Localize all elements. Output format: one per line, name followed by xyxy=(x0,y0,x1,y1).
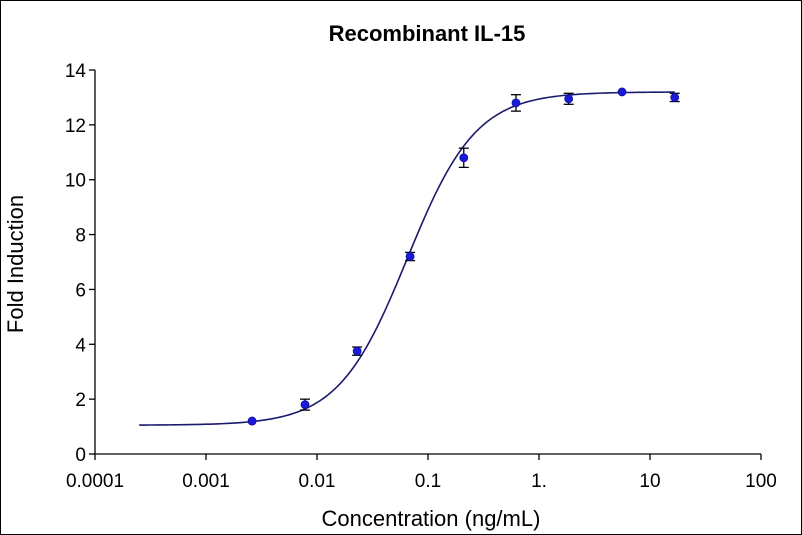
y-tick-label: 12 xyxy=(65,116,86,137)
y-axis-label: Fold Induction xyxy=(3,195,28,333)
chart-title: Recombinant IL-15 xyxy=(329,21,526,46)
y-tick-label: 4 xyxy=(75,335,86,356)
x-tick-label: 0.001 xyxy=(182,471,230,492)
y-tick-label: 6 xyxy=(75,280,86,301)
x-tick-label: 100 xyxy=(745,471,777,492)
x-tick-label: 0.01 xyxy=(299,471,336,492)
y-tick-label: 10 xyxy=(65,171,86,192)
x-axis-label: Concentration (ng/mL) xyxy=(322,506,541,531)
x-tick-label: 1. xyxy=(531,471,547,492)
data-point xyxy=(300,400,310,410)
y-tick-label: 2 xyxy=(75,390,86,411)
data-point xyxy=(617,87,627,97)
y-tick-label: 14 xyxy=(65,61,87,82)
x-tick-label: 0.1 xyxy=(415,471,441,492)
data-point xyxy=(564,94,574,104)
data-point xyxy=(247,416,257,426)
data-point xyxy=(511,98,521,108)
data-point xyxy=(405,252,415,261)
data-point xyxy=(459,153,469,163)
y-tick-label: 8 xyxy=(75,226,86,247)
plot-area: 0 2 4 6 8 10 12 14 0.0001 0.001 0.01 0.1 1. 10 100 xyxy=(65,61,777,492)
x-tick-label: 10 xyxy=(639,471,660,492)
y-tick-label: 0 xyxy=(75,445,86,466)
data-point xyxy=(670,93,680,102)
x-tick-label: 0.0001 xyxy=(66,471,124,492)
data-point xyxy=(352,346,362,356)
